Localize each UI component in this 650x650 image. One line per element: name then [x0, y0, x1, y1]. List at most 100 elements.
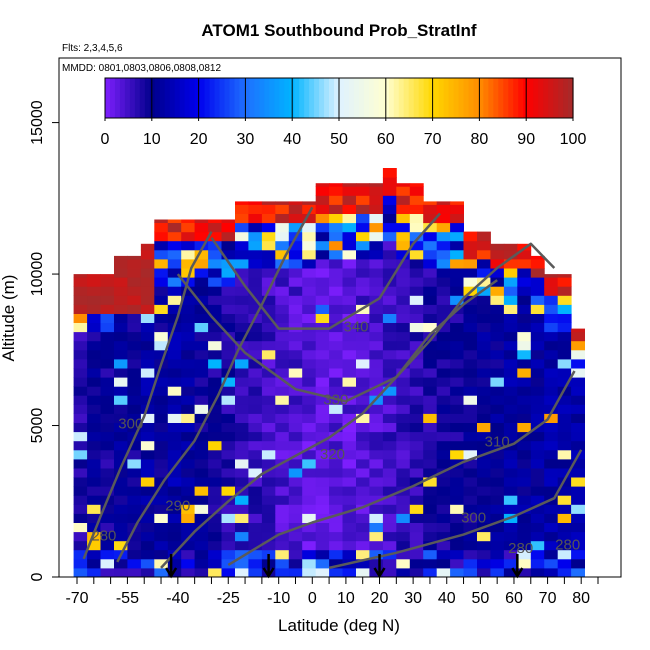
heatmap-cell	[302, 295, 317, 305]
heatmap-cell	[356, 183, 370, 187]
heatmap-cell	[557, 440, 572, 451]
colorbar-segment	[264, 78, 270, 118]
heatmap-cell	[530, 349, 545, 360]
heatmap-cell	[356, 504, 370, 514]
heatmap-cell	[423, 449, 438, 460]
heatmap-cell	[396, 386, 411, 396]
heatmap-cell	[544, 331, 559, 342]
heatmap-cell	[288, 431, 303, 442]
heatmap-cell	[409, 486, 424, 496]
heatmap-cell	[409, 258, 424, 269]
heatmap-cell	[382, 486, 397, 496]
heatmap-cell	[463, 422, 478, 433]
colorbar-segment	[493, 78, 499, 118]
heatmap-cell	[114, 495, 128, 505]
heatmap-cell	[557, 549, 572, 560]
heatmap-cell	[396, 467, 411, 478]
heatmap-cell	[503, 304, 518, 314]
heatmap-cell	[463, 322, 478, 333]
colorbar-tick-label: 10	[143, 131, 161, 148]
heatmap-cell	[329, 213, 343, 224]
heatmap-cell	[517, 340, 532, 351]
contour-lines	[82, 206, 583, 570]
heatmap-cell	[329, 322, 343, 333]
heatmap-cell	[114, 395, 128, 405]
heatmap-cell	[356, 486, 370, 496]
heatmap-cell	[248, 249, 263, 260]
heatmap-cell	[396, 304, 411, 314]
heatmap-cell	[288, 258, 303, 269]
heatmap-cell	[100, 467, 115, 478]
heatmap-cell	[396, 313, 411, 323]
heatmap-cell	[530, 395, 545, 405]
heatmap-cell	[396, 558, 411, 569]
heatmap-cell	[544, 458, 559, 469]
heatmap-cell	[208, 531, 222, 542]
heatmap-cell	[275, 322, 290, 333]
heatmap-cell	[275, 277, 290, 287]
heatmap-cell	[463, 377, 478, 387]
heatmap-cell	[181, 331, 196, 342]
heatmap-cell	[571, 395, 585, 405]
heatmap-cell	[557, 322, 572, 333]
heatmap-cell	[167, 386, 182, 396]
heatmap-cell	[248, 549, 263, 560]
heatmap-cell	[140, 340, 155, 351]
heatmap-cell	[409, 183, 424, 187]
heatmap-cell	[356, 495, 370, 505]
heatmap-cell	[261, 249, 276, 260]
heatmap-cell	[329, 522, 343, 533]
heatmap-cell	[490, 377, 505, 387]
heatmap-cell	[423, 458, 438, 469]
heatmap-cell	[544, 467, 559, 478]
heatmap-cell	[140, 349, 155, 360]
heatmap-cell	[503, 467, 518, 478]
heatmap-cell	[382, 440, 397, 451]
heatmap-cell	[409, 395, 424, 405]
heatmap-cell	[181, 268, 196, 278]
heatmap-cell	[436, 258, 451, 269]
heatmap-cell	[503, 567, 518, 578]
heatmap-cell	[477, 413, 491, 423]
heatmap-cell	[87, 477, 101, 487]
heatmap-cell	[463, 495, 478, 505]
heatmap-cell	[302, 331, 317, 342]
heatmap-cell	[557, 558, 572, 569]
heatmap-cell	[167, 358, 182, 369]
heatmap-cell	[100, 286, 115, 296]
heatmap-cell	[181, 286, 196, 296]
heatmap-cell	[342, 231, 357, 242]
heatmap-cell	[329, 186, 343, 196]
heatmap-cell	[342, 183, 357, 187]
heatmap-cell	[477, 395, 491, 405]
heatmap-cell	[571, 340, 585, 351]
heatmap-cell	[530, 449, 545, 460]
heatmap-cell	[517, 286, 532, 296]
heatmap-cell	[503, 249, 518, 260]
heatmap-cell	[181, 240, 196, 251]
heatmap-cell	[571, 377, 585, 387]
heatmap-cell	[288, 201, 303, 205]
colorbar-segment	[294, 78, 300, 118]
heatmap-cell	[436, 531, 451, 542]
heatmap-cell	[396, 413, 411, 423]
heatmap-cell	[423, 431, 438, 442]
heatmap-cell	[208, 249, 222, 260]
heatmap-cell	[490, 540, 505, 551]
colorbar-segment	[139, 78, 146, 118]
heatmap-cell	[221, 458, 236, 469]
heatmap-cell	[154, 540, 169, 551]
heatmap-cell	[557, 358, 572, 369]
heatmap-cell	[288, 458, 303, 469]
heatmap-cell	[544, 349, 559, 360]
heatmap-cell	[423, 440, 438, 451]
heatmap-cell	[154, 331, 169, 342]
heatmap-cell	[544, 377, 559, 387]
heatmap-cell	[235, 231, 249, 242]
heatmap-cell	[208, 277, 222, 287]
heatmap-cell	[557, 286, 572, 296]
heatmap-cell	[315, 231, 330, 242]
heatmap-cell	[275, 549, 290, 560]
heatmap-cell	[167, 304, 182, 314]
